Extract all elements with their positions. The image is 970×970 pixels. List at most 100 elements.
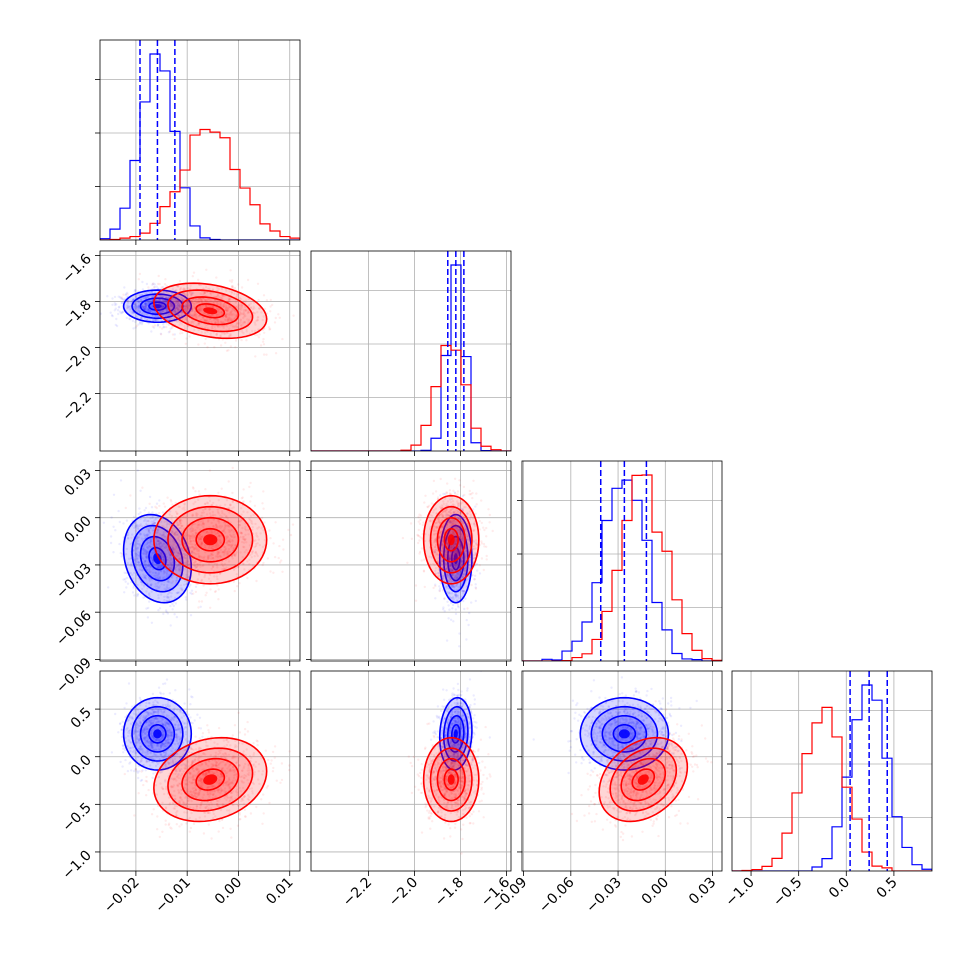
- scatter-point: [449, 567, 452, 571]
- scatter-point: [464, 597, 467, 600]
- scatter-point: [144, 301, 147, 304]
- scatter-point: [194, 560, 197, 563]
- scatter-point: [112, 493, 116, 496]
- scatter-point: [480, 540, 483, 543]
- scatter-point: [440, 526, 443, 529]
- scatter-point: [210, 531, 213, 534]
- scatter-point: [457, 546, 460, 549]
- scatter-point: [197, 520, 200, 523]
- scatter-point: [237, 565, 240, 569]
- scatter-point: [439, 587, 442, 590]
- scatter-point: [150, 557, 154, 560]
- scatter-point: [218, 295, 221, 299]
- scatter-point: [448, 557, 451, 561]
- scatter-point: [144, 296, 147, 300]
- scatter-point: [154, 521, 157, 525]
- scatter-point: [244, 314, 247, 318]
- scatter-point: [456, 572, 459, 575]
- scatter-point: [190, 292, 193, 296]
- scatter-point: [181, 317, 184, 320]
- scatter-point: [142, 550, 146, 553]
- scatter-point: [242, 312, 245, 316]
- scatter-point: [439, 505, 442, 509]
- scatter-point: [198, 309, 201, 313]
- scatter-point: [150, 295, 153, 298]
- scatter-point: [456, 551, 459, 554]
- scatter-point: [158, 577, 161, 580]
- scatter-point: [229, 503, 232, 506]
- scatter-point: [249, 518, 252, 522]
- scatter-point: [143, 307, 146, 311]
- scatter-point: [192, 302, 196, 305]
- scatter-point: [177, 303, 180, 306]
- scatter-point: [183, 318, 186, 322]
- scatter-point: [145, 568, 149, 572]
- scatter-point: [203, 555, 206, 558]
- scatter-point: [175, 512, 179, 515]
- scatter-point: [142, 546, 145, 550]
- scatter-point: [206, 346, 209, 349]
- scatter-point: [217, 313, 220, 316]
- scatter-point: [146, 519, 150, 522]
- scatter-point: [242, 545, 245, 549]
- scatter-point: [239, 531, 242, 534]
- scatter-point: [191, 558, 194, 562]
- scatter-point: [457, 606, 460, 609]
- scatter-point: [179, 568, 182, 571]
- scatter-point: [188, 304, 191, 307]
- scatter-point: [458, 571, 461, 575]
- scatter-point: [245, 541, 248, 544]
- scatter-point: [214, 295, 217, 299]
- scatter-point: [158, 533, 161, 536]
- scatter-point: [187, 306, 190, 309]
- scatter-point: [455, 500, 459, 503]
- scatter-point: [221, 551, 224, 554]
- scatter-point: [214, 321, 218, 324]
- scatter-point: [169, 302, 173, 306]
- scatter-point: [193, 546, 196, 550]
- scatter-point: [223, 545, 226, 548]
- scatter-point: [235, 322, 239, 325]
- scatter-point: [234, 301, 238, 304]
- scatter-point: [144, 559, 147, 563]
- scatter-point: [207, 320, 211, 323]
- scatter-point: [168, 587, 171, 590]
- scatter-point: [148, 310, 152, 313]
- scatter-point: [262, 507, 265, 510]
- scatter-point: [133, 543, 136, 546]
- scatter-point: [204, 502, 207, 505]
- scatter-point: [448, 520, 451, 524]
- scatter-point: [138, 565, 141, 568]
- scatter-point: [417, 541, 420, 545]
- scatter-point: [141, 587, 144, 591]
- scatter-point: [214, 524, 218, 527]
- scatter-point: [162, 326, 165, 329]
- scatter-point: [154, 311, 157, 314]
- scatter-point: [473, 578, 476, 581]
- scatter-point: [175, 515, 178, 519]
- y-tick-label: −2.0: [59, 343, 94, 378]
- scatter-point: [148, 541, 152, 545]
- scatter-point: [140, 537, 144, 540]
- scatter-point: [153, 574, 156, 577]
- scatter-point: [222, 551, 225, 554]
- scatter-point: [147, 527, 150, 531]
- scatter-point: [444, 504, 447, 508]
- scatter-point: [221, 567, 224, 571]
- scatter-point: [455, 595, 458, 598]
- scatter-point: [208, 499, 212, 503]
- scatter-point: [166, 496, 169, 499]
- scatter-point: [136, 315, 139, 319]
- scatter-point: [211, 565, 215, 568]
- scatter-point: [450, 546, 453, 550]
- scatter-point: [458, 530, 462, 534]
- scatter-point: [161, 576, 165, 580]
- scatter-point: [465, 533, 468, 536]
- scatter-point: [135, 525, 138, 529]
- scatter-point: [206, 501, 209, 504]
- scatter-point: [208, 469, 212, 472]
- scatter-point: [147, 530, 150, 534]
- scatter-point: [136, 546, 140, 549]
- scatter-point: [134, 529, 138, 532]
- scatter-point: [463, 590, 466, 593]
